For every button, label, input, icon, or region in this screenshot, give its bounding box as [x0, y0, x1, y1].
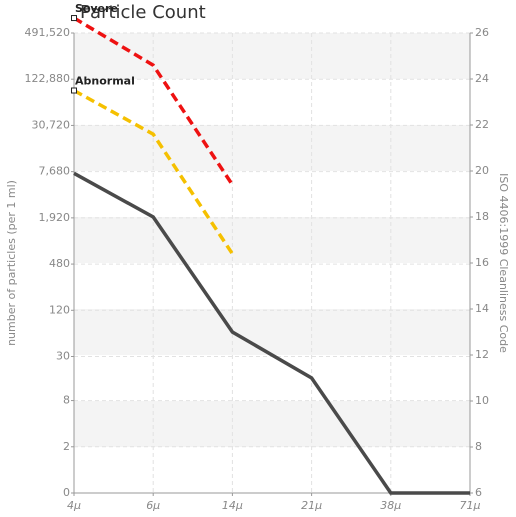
y-tick-label: 120	[49, 303, 70, 316]
y-tick-label: 30,720	[32, 118, 71, 131]
y2-tick-label: 24	[475, 72, 489, 85]
x-tick-label: 4μ	[67, 499, 81, 512]
band	[74, 217, 470, 263]
y2-tick-label: 8	[475, 440, 482, 453]
series-marker	[71, 87, 77, 94]
y2-tick-label: 12	[475, 348, 489, 361]
series-label: Abnormal	[75, 75, 135, 88]
y-tick-label: 480	[49, 257, 70, 270]
y2-tick-label: 22	[475, 118, 489, 131]
y-tick-label: 8	[63, 394, 70, 407]
y-tick-label: 491,520	[25, 26, 71, 39]
y-tick-label: 0	[63, 486, 70, 499]
y-tick-label: 30	[56, 350, 70, 363]
band	[74, 33, 470, 79]
y2-tick-label: 26	[475, 26, 489, 39]
y-tick-label: 7,680	[39, 165, 71, 178]
y2-tick-label: 20	[475, 164, 489, 177]
x-tick-label: 71μ	[460, 499, 481, 512]
y2-tick-label: 6	[475, 486, 482, 499]
x-tick-label: 14μ	[222, 499, 243, 512]
series-line	[73, 16, 234, 186]
band	[74, 125, 470, 171]
y2-axis-label: ISO 4406:1999 Cleanliness Code	[497, 173, 510, 353]
x-tick-label: 38μ	[380, 499, 401, 512]
y-tick-label: 2	[63, 440, 70, 453]
series-line	[73, 171, 470, 495]
y2-tick-label: 14	[475, 302, 489, 315]
series-marker	[71, 15, 77, 22]
y-tick-label: 122,880	[25, 72, 71, 85]
series-label: Severe	[75, 2, 118, 15]
band	[74, 309, 470, 355]
y2-tick-label: 16	[475, 256, 489, 269]
x-tick-label: 6μ	[146, 499, 160, 512]
chart-title: Particle Count	[80, 2, 206, 23]
y-tick-label: 1,920	[39, 211, 71, 224]
band	[74, 401, 470, 447]
plot-bands	[74, 33, 470, 447]
x-tick-label: 21μ	[301, 499, 322, 512]
y2-tick-label: 18	[475, 210, 489, 223]
y-axis-label: number of particles (per 1 ml)	[5, 180, 18, 346]
y2-tick-label: 10	[475, 394, 489, 407]
series-line	[73, 88, 234, 255]
